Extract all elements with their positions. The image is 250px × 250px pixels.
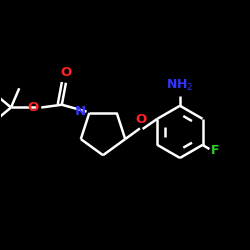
Text: NH$_2$: NH$_2$ <box>166 78 194 94</box>
Text: F: F <box>211 144 219 157</box>
Text: O: O <box>27 101 38 114</box>
Text: N: N <box>75 105 86 118</box>
Text: O: O <box>60 66 72 80</box>
Text: O: O <box>136 113 147 126</box>
